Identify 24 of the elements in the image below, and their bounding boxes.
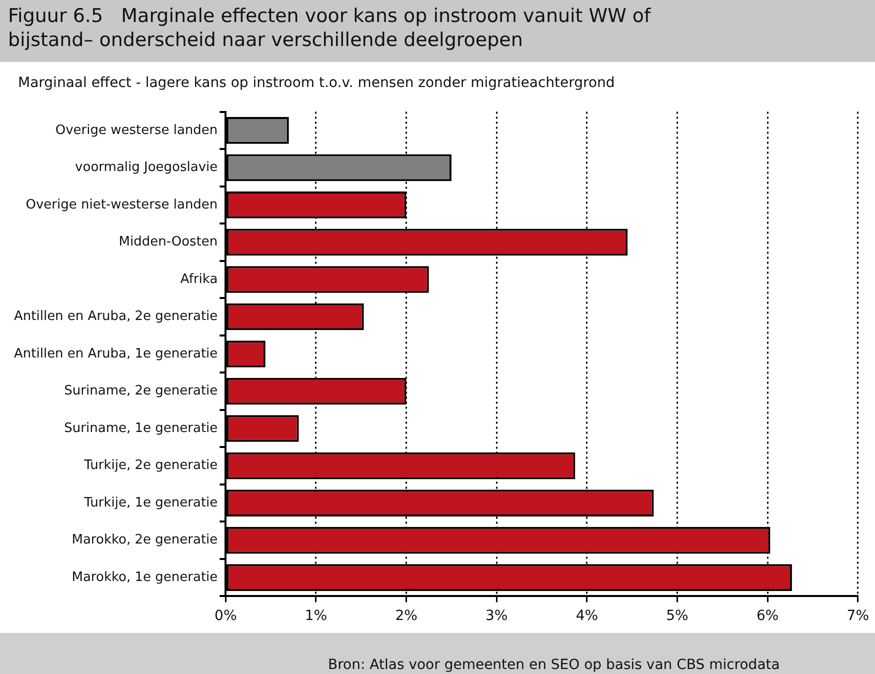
- x-tick-label: 3%: [486, 608, 508, 624]
- y-tick-label: voormalig Joegoslavie: [75, 160, 218, 176]
- x-tick-label: 4%: [576, 608, 598, 624]
- x-tick-label: 5%: [666, 608, 688, 624]
- y-tick-label: Suriname, 1e generatie: [64, 420, 218, 436]
- text: Bron: Atlas voor gemeenten en SEO op basis van CBS microdata: [328, 657, 780, 673]
- y-tick-label: Turkije, 1e generatie: [83, 495, 218, 510]
- y-tick-label: Antillen en Aruba, 2e generatie: [14, 309, 218, 324]
- y-tick-label: Antillen en Aruba, 1e generatie: [14, 346, 218, 362]
- x-tick-label: 7%: [846, 608, 870, 624]
- y-tick-label: Overige niet-westerse landen: [26, 197, 218, 212]
- y-tick-label: Marokko, 2e generatie: [72, 532, 218, 548]
- y-tick-label: Overige westerse landen: [55, 122, 218, 138]
- x-tick-label: 1%: [304, 608, 328, 624]
- y-tick-label: Afrika: [180, 272, 218, 287]
- x-tick-label: 6%: [756, 608, 779, 624]
- y-tick-label: Turkije, 2e generatie: [83, 458, 218, 474]
- y-tick-label: Marokko, 1e generatie: [72, 570, 218, 585]
- chart-subtitle: Marginaal effect - lagere kans op instroom t.o.v. mensen zonder migratieachtergrond: [18, 75, 615, 91]
- chart-title: Figuur 6.5 Marginale effecten voor kans op instroom vanuit WW of bijstand– onderscheid naar verschillende deelgroepen: [8, 4, 652, 52]
- y-tick-label: Midden-Oosten: [118, 234, 218, 250]
- x-tick-label: 2%: [395, 608, 418, 624]
- x-tick-label: 0%: [214, 608, 237, 624]
- y-tick-label: Suriname, 2e generatie: [64, 384, 218, 399]
